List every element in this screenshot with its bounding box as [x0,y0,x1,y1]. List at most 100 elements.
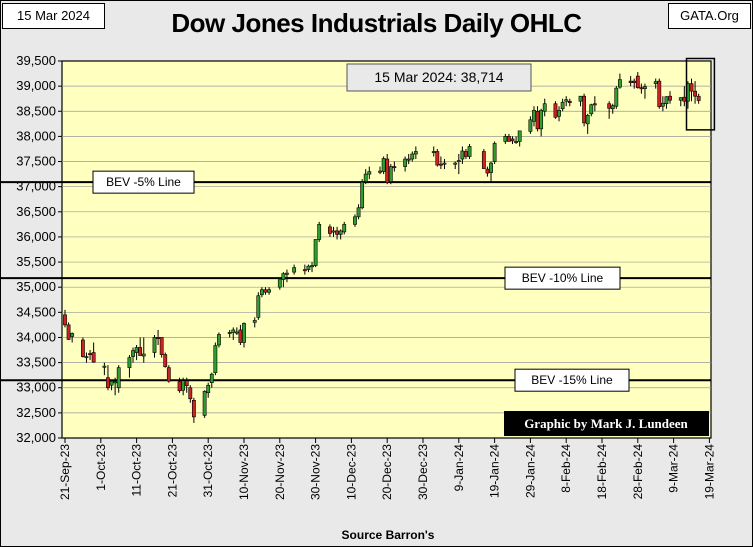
candle-body [617,79,622,88]
candle-up [317,221,322,242]
candle-up [578,95,583,107]
candle-up [342,221,347,235]
candle-body [435,151,440,166]
candle-body [678,97,683,101]
candle-down [335,226,339,240]
candle-body [689,83,694,92]
candle-down [156,329,160,346]
candle-body [281,273,286,280]
candle-up [360,179,365,210]
candle-up [234,327,239,335]
candle-up [528,116,533,134]
candle-up [585,113,590,134]
candle-body [217,334,221,346]
candle-down [481,148,486,170]
x-tick-label: 30-Nov-23 [309,444,323,500]
candle-up [127,355,132,378]
candle-up [532,106,536,127]
candle-down [191,397,196,423]
candle-body [152,337,157,353]
candle-body [367,171,372,175]
candle-down [63,309,67,328]
x-tick-label: 9-Jan-24 [452,444,466,492]
candle-down [166,365,171,383]
candle-body [553,103,558,118]
candle-body [653,81,658,84]
candle-up [113,377,118,396]
candle-body [585,114,590,125]
candle-down [392,161,397,172]
candle-body [682,96,687,102]
candle-down [163,352,168,368]
candle-up [338,229,343,240]
candle-body [113,381,118,384]
candle-up [403,156,408,172]
candle-up [589,103,594,117]
candle-body [66,324,71,340]
candle-body [567,100,572,104]
candle-up [313,239,318,268]
y-tick-label: 38,000 [16,128,56,143]
candle-body [453,162,458,165]
candle-down [177,377,182,393]
candle-body [335,230,339,235]
candle-up [539,108,544,137]
candle-body [392,166,397,169]
candle-body [657,80,662,108]
candle-up [678,97,683,107]
candle-up [306,264,311,273]
candle-body [252,320,257,323]
candle-up [209,372,214,388]
candle-up [456,153,461,175]
candle-body [188,387,193,400]
y-tick-label: 37,000 [16,179,56,194]
candle-up [181,377,186,396]
candle-up [152,334,157,358]
candle-body [102,365,107,368]
candle-body [81,339,85,357]
candle-body [632,80,637,83]
x-tick-label: 19-Jan-24 [488,444,502,498]
candle-up [664,96,669,109]
candle-down [535,106,540,132]
x-axis-label: Source Barron's [342,528,435,542]
x-tick-label: 29-Jan-24 [523,444,537,498]
candle-body [310,265,314,268]
candle-body [256,295,261,318]
candle-down [328,224,332,237]
candle-body [306,265,311,270]
candle-down [607,101,612,119]
candle-body [84,356,89,359]
candle-body [582,95,587,124]
x-tick-label: 10-Dec-23 [344,444,358,500]
x-tick-label: 30-Dec-23 [416,444,430,500]
candle-body [360,181,365,209]
y-axis-ticks: 32,000 32,500 33,000 33,500 34,000 34,500 35,0… [16,53,62,445]
candle-body [564,99,569,102]
candle-up [116,365,121,393]
candle-body [532,109,536,122]
candle-up [206,382,211,398]
candle-down [385,153,390,185]
y-tick-label: 33,000 [16,380,56,395]
credit-text: Graphic by Mark J. Lundeen [524,416,688,431]
candle-body [127,357,132,368]
candle-body [277,279,282,288]
candle-body [635,75,640,88]
candle-body [184,380,189,387]
candle-up [643,83,647,99]
candle-up [292,264,297,275]
candle-up [141,337,146,363]
candle-body [503,136,508,142]
candle-body [242,323,246,343]
reference-lines: BEV -5% Line BEV -10% Line BEV -15% Line [0,170,711,392]
candle-down [238,324,243,346]
candle-up [653,78,658,89]
candle-body [159,337,164,355]
x-axis-ticks: 21-Sep-23 1-Oct-23 11-Oct-23 21-Oct-23 31-Oc… [58,438,716,500]
candle-down [159,337,164,358]
candle-down [184,377,189,393]
candle-body [106,377,110,389]
candlesticks [63,72,701,423]
